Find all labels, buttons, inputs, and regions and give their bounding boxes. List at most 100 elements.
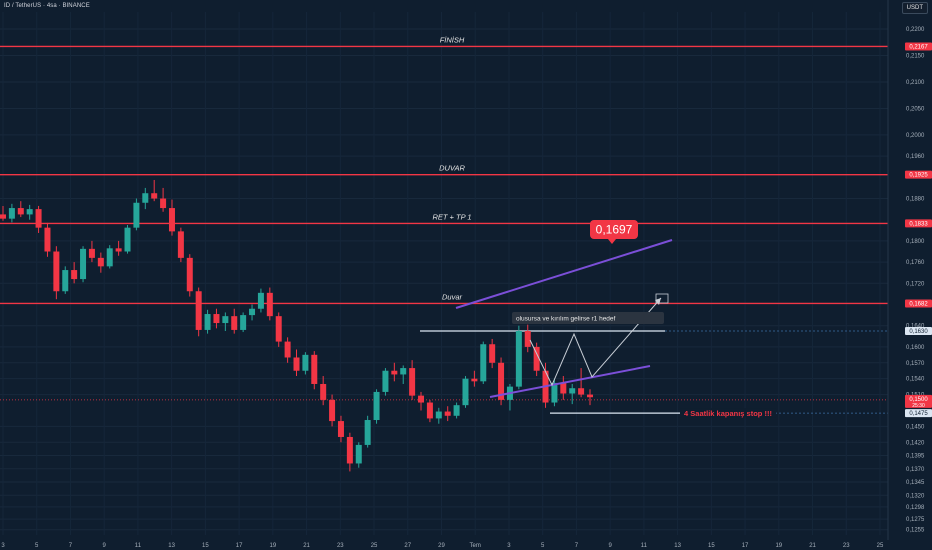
price-tag-label: 0,1475	[909, 411, 928, 417]
horizontal-levels: FİNİSH DUVAR RET + TP 1 Duvar 4 Saatlik kapa…	[0, 35, 888, 418]
price-tick-label: 0,1420	[906, 440, 925, 446]
candle-body	[462, 378, 469, 406]
candle-body	[8, 208, 15, 219]
time-tick-label: 19	[775, 543, 782, 549]
symbol-title: ID / TetherUS · 4sa · BINANCE	[4, 3, 90, 9]
candle-body	[524, 330, 531, 347]
time-tick-label: 7	[575, 543, 579, 549]
candle-body	[560, 382, 567, 394]
countdown-label: 25:30	[912, 403, 925, 409]
candle-body	[355, 444, 362, 464]
candle-body	[213, 314, 220, 324]
candle-body	[400, 368, 407, 375]
time-tick-label: 27	[404, 543, 411, 549]
price-tag-label: 0,1925	[909, 173, 928, 179]
candle-body	[426, 402, 433, 419]
price-tick-label: 0,1320	[906, 493, 925, 499]
candle-body	[17, 208, 24, 215]
time-tick-label: 23	[843, 543, 850, 549]
price-tick-label: 0,1720	[906, 281, 925, 287]
price-tick-label: 0,1395	[906, 454, 925, 460]
candle-body	[409, 368, 416, 396]
candle-body	[382, 370, 389, 392]
candle-body	[35, 209, 42, 228]
time-tick-label: 5	[35, 543, 39, 549]
candle-body	[151, 193, 158, 199]
target-marker-box	[655, 293, 669, 304]
price-tag-label: 0,2167	[909, 44, 928, 50]
candle-body	[320, 383, 327, 400]
candle-body	[249, 308, 256, 316]
projection-path	[529, 297, 662, 387]
pattern-note-text: olusursa ve kırılım gelirse r1 hedef	[516, 316, 616, 323]
time-tick-label: 17	[742, 543, 749, 549]
candle-body	[587, 394, 593, 398]
candle-body	[329, 399, 336, 422]
time-tick-label: 21	[303, 543, 310, 549]
time-tick-label: 15	[708, 543, 715, 549]
time-tick-label: 7	[69, 543, 73, 549]
time-tick-label: 11	[135, 543, 142, 549]
price-tick-label: 0,1640	[906, 324, 925, 330]
price-tick-label: 0,1960	[906, 154, 925, 160]
candle-body	[480, 344, 487, 382]
candle-body	[44, 227, 51, 252]
candle-body	[186, 257, 193, 292]
level-label-bg	[680, 408, 776, 418]
channel-upper-line	[455, 239, 673, 309]
time-tick-label: 25	[877, 543, 884, 549]
level-label: RET + TP 1	[432, 212, 471, 221]
price-tick-label: 0,1570	[906, 361, 925, 367]
candle-body	[177, 231, 184, 258]
price-tick-label: 0,1800	[906, 239, 925, 245]
price-tick-label: 0,1275	[906, 517, 925, 523]
time-tick-label: 3	[1, 543, 5, 549]
time-tick-label: 3	[507, 543, 511, 549]
level-label: 4 Saatlik kapanış stop !!!	[684, 409, 772, 418]
price-tick-label: 0,2050	[906, 106, 925, 112]
time-axis-bg	[0, 540, 932, 550]
candle-body	[444, 411, 451, 416]
price-tick-label: 0,1880	[906, 197, 925, 203]
price-tick-label: 0,1540	[906, 377, 925, 383]
candle-body	[364, 420, 371, 445]
price-tick-label: 0,2200	[906, 27, 925, 33]
pattern-note-box	[512, 312, 664, 324]
time-tick-label: Tem	[470, 543, 481, 549]
price-tick-label: 0,1450	[906, 424, 925, 430]
candle-body	[71, 270, 78, 280]
candle-body	[435, 411, 442, 419]
price-tick-label: 0,1345	[906, 480, 925, 486]
price-tag	[905, 326, 932, 335]
target-price-bubble	[590, 220, 638, 239]
candle-body	[391, 370, 398, 375]
candle-body	[284, 341, 291, 358]
candle-body	[53, 251, 60, 292]
candle-body	[231, 316, 238, 330]
candle-body	[88, 248, 95, 258]
candle-body	[293, 357, 300, 371]
price-tick-label: 0,2000	[906, 133, 925, 139]
candle-body	[373, 391, 380, 421]
target-bubble-pointer	[608, 239, 616, 244]
time-tick-label: 5	[541, 543, 545, 549]
time-tick-label: 19	[270, 543, 277, 549]
chart-grid	[0, 12, 888, 535]
candle-body	[142, 193, 149, 203]
price-tick-label: 0,1298	[906, 505, 925, 511]
candle-body	[453, 405, 460, 416]
time-tick-label: 11	[641, 543, 648, 549]
time-tick-label: 21	[809, 543, 816, 549]
candle-body	[26, 209, 33, 215]
candle-body	[168, 208, 175, 232]
price-tag-label: 0,1630	[909, 329, 928, 335]
candle-body	[97, 257, 104, 267]
candle-body	[515, 330, 522, 387]
candle-body	[551, 382, 558, 403]
currency-badge[interactable]: USDT	[901, 2, 928, 14]
candle-body	[471, 378, 478, 382]
price-tick-label: 0,2100	[906, 80, 925, 86]
price-tag	[905, 219, 932, 228]
candle-body	[498, 362, 505, 400]
